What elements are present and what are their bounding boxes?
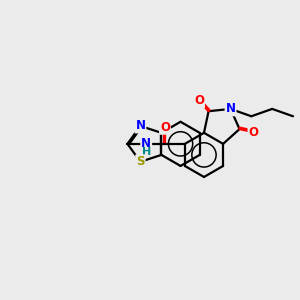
Text: N: N (135, 119, 146, 133)
Text: N: N (141, 137, 151, 150)
Text: O: O (248, 125, 258, 139)
Text: H: H (142, 147, 151, 157)
Text: O: O (194, 94, 204, 107)
Text: O: O (160, 121, 170, 134)
Text: S: S (136, 155, 145, 168)
Text: N: N (226, 102, 236, 116)
